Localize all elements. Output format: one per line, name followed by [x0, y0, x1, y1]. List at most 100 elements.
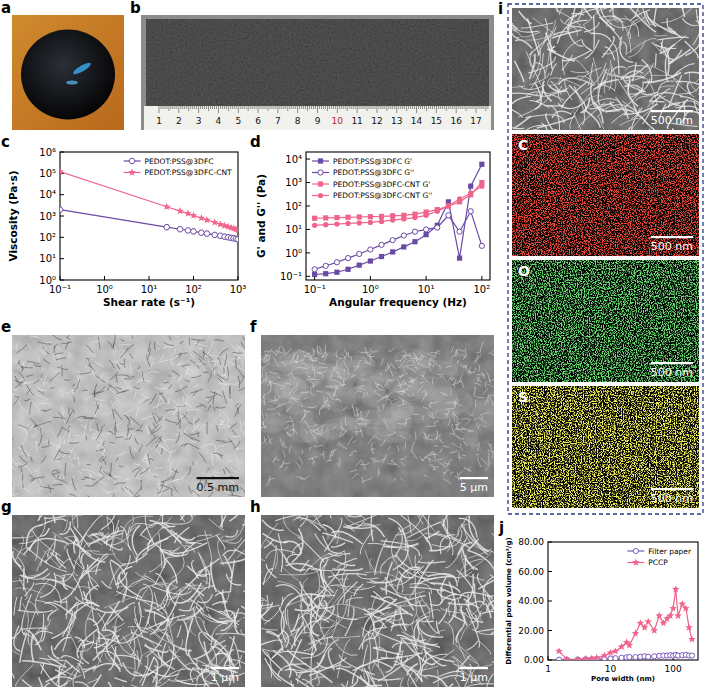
texture-stroke: [328, 430, 330, 435]
texture-stroke: [189, 337, 191, 345]
texture-stroke: [53, 477, 61, 482]
texture-stroke: [113, 409, 115, 420]
texture-stroke: [378, 407, 380, 412]
texture-stroke: [450, 472, 453, 475]
texture-stroke: [154, 487, 161, 489]
texture-stroke: [421, 416, 423, 420]
texture-stroke: [300, 392, 309, 393]
texture-stroke: [452, 424, 455, 434]
texture-stroke: [371, 449, 375, 450]
texture-stroke: [212, 455, 213, 465]
texture-stroke: [152, 424, 159, 432]
texture-stroke: [370, 458, 375, 464]
texture-stroke: [230, 515, 241, 521]
texture-stroke: [98, 613, 106, 630]
texture-stroke: [457, 421, 458, 427]
texture-stroke: [54, 637, 70, 649]
texture-stroke: [57, 475, 59, 479]
ruler-tick: [198, 106, 199, 113]
ruler-tick: [323, 106, 324, 109]
texture-stroke: [27, 385, 34, 396]
ruler-tick: [264, 106, 265, 109]
texture-stroke: [339, 457, 341, 466]
ruler-tick: [424, 106, 425, 109]
texture-stroke: [388, 379, 393, 383]
ruler-tick: [279, 106, 280, 109]
texture-stroke: [173, 406, 184, 415]
texture-stroke: [90, 422, 91, 432]
ruler-tick: [204, 106, 205, 109]
texture-stroke: [415, 432, 417, 440]
texture-stroke: [76, 634, 94, 652]
texture-stroke: [172, 469, 178, 473]
texture-stroke: [27, 389, 32, 395]
texture-stroke: [262, 369, 265, 377]
texture-stroke: [357, 360, 362, 364]
texture-stroke: [148, 539, 153, 552]
texture-stroke: [92, 402, 102, 406]
texture-stroke: [136, 376, 144, 383]
texture-stroke: [273, 457, 277, 463]
highlight: [66, 81, 78, 85]
texture-stroke: [96, 430, 102, 441]
texture-stroke: [182, 542, 196, 556]
texture-stroke: [132, 467, 140, 471]
texture-stroke: [446, 408, 455, 410]
texture-stroke: [389, 399, 392, 405]
texture-stroke: [182, 396, 183, 403]
texture-stroke: [139, 651, 161, 667]
sem-image: [12, 335, 245, 497]
texture-stroke: [159, 533, 162, 568]
texture-stroke: [412, 451, 418, 460]
texture-stroke: [230, 560, 234, 592]
texture-stroke: [87, 464, 91, 465]
texture-stroke: [156, 473, 160, 486]
texture-stroke: [110, 444, 116, 446]
texture-stroke: [298, 350, 305, 352]
texture-stroke: [42, 439, 50, 443]
texture-stroke: [476, 454, 479, 455]
texture-stroke: [208, 473, 221, 477]
texture-stroke: [355, 426, 356, 435]
texture-stroke: [374, 350, 379, 352]
texture-stroke: [165, 419, 178, 423]
texture-stroke: [231, 436, 241, 438]
texture-blob: [275, 381, 287, 405]
texture-stroke: [478, 457, 481, 467]
ruler-tick: [238, 106, 239, 113]
texture-stroke: [302, 412, 308, 420]
ruler-tick: [305, 106, 306, 109]
texture-stroke: [15, 380, 26, 388]
texture-stroke: [135, 496, 140, 498]
texture-stroke: [41, 549, 51, 566]
texture-stroke: [359, 378, 366, 381]
texture-stroke: [188, 443, 199, 449]
texture-stroke: [114, 483, 126, 485]
texture-stroke: [81, 424, 86, 429]
texture-stroke: [312, 457, 315, 463]
ruler-label: 15: [431, 116, 442, 126]
texture-stroke: [312, 462, 314, 465]
ruler-tick: [234, 106, 235, 109]
texture-stroke: [13, 397, 19, 405]
texture-stroke: [475, 354, 481, 362]
texture-stroke: [476, 423, 477, 428]
texture-stroke: [30, 336, 37, 338]
texture-stroke: [120, 348, 128, 358]
texture-stroke: [477, 375, 485, 376]
ruler-label: 17: [470, 116, 481, 126]
texture-stroke: [221, 375, 228, 377]
texture-stroke: [134, 463, 141, 465]
texture-stroke: [13, 347, 15, 351]
texture-stroke: [190, 441, 197, 443]
texture-stroke: [45, 347, 47, 355]
texture-stroke: [136, 538, 168, 563]
texture-stroke: [375, 383, 381, 384]
texture-stroke: [225, 515, 245, 540]
texture-stroke: [16, 463, 20, 465]
ruler-tick: [363, 106, 364, 109]
texture-stroke: [42, 445, 51, 447]
texture-stroke: [390, 367, 393, 376]
texture-stroke: [331, 543, 345, 547]
texture-stroke: [94, 477, 104, 485]
